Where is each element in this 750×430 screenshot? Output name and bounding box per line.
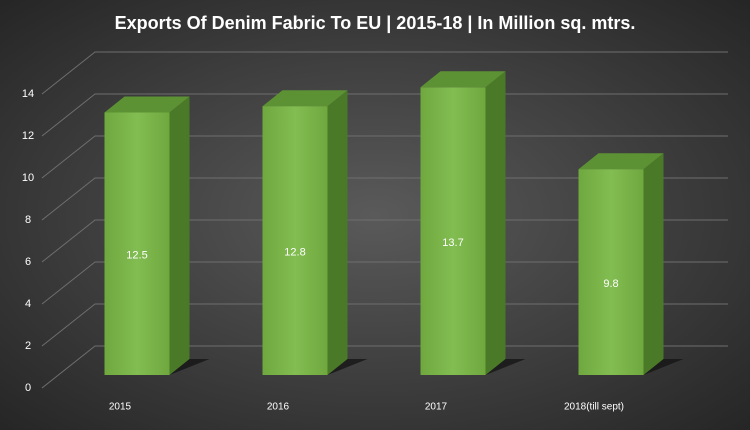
grid-line xyxy=(41,219,728,263)
y-tick-label: 12 xyxy=(22,130,34,142)
chart-title: Exports Of Denim Fabric To EU | 2015-18 … xyxy=(115,13,636,33)
y-tick-label: 14 xyxy=(22,88,34,100)
value-label: 13.7 xyxy=(442,237,463,249)
y-tick-label: 6 xyxy=(25,256,31,268)
y-tick-label: 4 xyxy=(25,298,31,310)
bar-side xyxy=(485,71,506,376)
grid-line xyxy=(41,93,728,137)
bar-side xyxy=(169,96,190,375)
grid-line xyxy=(41,303,728,347)
bar xyxy=(420,87,486,376)
bar-top xyxy=(420,71,506,88)
x-tick-label: 2016 xyxy=(267,402,290,413)
bar-side xyxy=(643,153,664,375)
y-tick-label: 8 xyxy=(25,214,31,226)
value-label: 9.8 xyxy=(603,278,618,290)
x-tick-label: 2018(till sept) xyxy=(564,402,624,413)
bar xyxy=(104,112,170,375)
bar-top xyxy=(104,96,190,113)
y-tick-label: 10 xyxy=(22,172,34,184)
bar-side xyxy=(327,90,348,375)
bar xyxy=(262,106,328,375)
grid-line xyxy=(41,345,728,389)
y-tick-label: 0 xyxy=(25,382,31,394)
bar xyxy=(578,169,644,375)
x-tick-label: 2017 xyxy=(425,402,448,413)
y-tick-label: 2 xyxy=(25,340,31,352)
grid-line xyxy=(41,261,728,305)
grid-line xyxy=(41,51,728,95)
bar-top xyxy=(578,153,664,170)
grid-line xyxy=(41,177,728,221)
value-label: 12.8 xyxy=(284,247,305,259)
x-tick-label: 2015 xyxy=(109,402,132,413)
bar-top xyxy=(262,90,348,107)
value-label: 12.5 xyxy=(126,250,147,262)
grid-line xyxy=(41,135,728,179)
